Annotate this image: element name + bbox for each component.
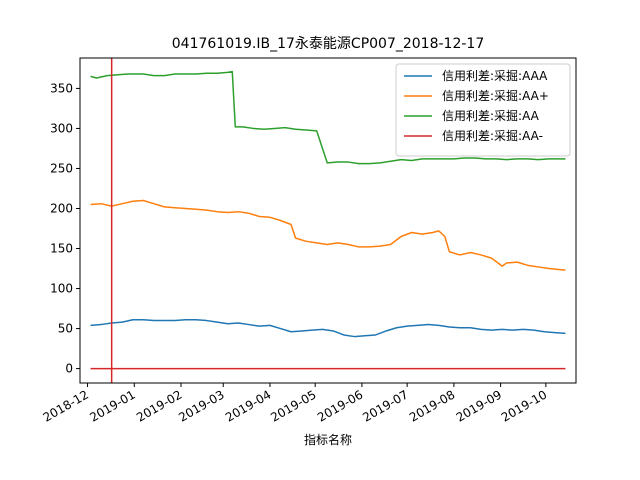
y-tick-label-7: 350 <box>50 81 73 95</box>
series-line-1 <box>90 199 566 271</box>
legend-label-0: 信用利差:采掘:AAA <box>442 68 548 83</box>
legend-label-1: 信用利差:采掘:AA+ <box>442 88 549 103</box>
y-tick-label-0: 0 <box>65 362 73 376</box>
series-line-2 <box>90 70 566 165</box>
axes-frame <box>79 57 577 384</box>
chart-title: 041761019.IB_17永泰能源CP007_2018-12-17 <box>172 36 484 52</box>
y-tick-label-5: 250 <box>50 161 73 175</box>
x-axis-label: 指标名称 <box>304 432 352 447</box>
legend-box <box>395 63 571 157</box>
legend: 信用利差:采掘:AAA 信用利差:采掘:AA+ 信用利差:采掘:AA 信用利差:采掘:… <box>395 63 571 157</box>
y-tick-label-4: 200 <box>50 201 73 215</box>
y-tick-label-2: 100 <box>50 282 73 296</box>
plot-area <box>90 58 566 383</box>
y-tick-label-3: 150 <box>50 242 73 256</box>
y-tick-label-1: 50 <box>58 322 73 336</box>
legend-label-3: 信用利差:采掘:AA- <box>442 128 543 143</box>
series-line-0 <box>90 319 566 338</box>
legend-label-2: 信用利差:采掘:AA <box>442 108 540 123</box>
y-tick-label-6: 300 <box>50 121 73 135</box>
